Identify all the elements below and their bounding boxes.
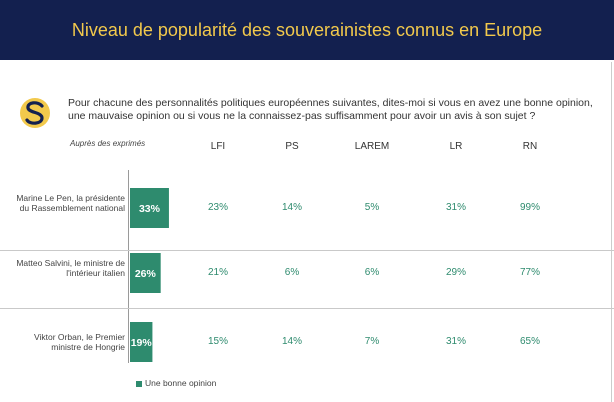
breakdown-value: 77% [519,267,540,278]
bar [130,322,153,362]
bar [130,253,161,293]
breakdown-value: 65% [519,336,540,347]
chart-subtitle: Auprès des exprimés [70,139,146,148]
breakdown-value: 5% [364,202,380,213]
legend: Une bonne opinion [136,378,216,388]
breakdown-value: 14% [281,202,302,213]
column-header: PS [285,141,299,152]
column-header: LR [449,141,463,152]
bar-value-label: 19% [131,337,153,349]
category-label: Matteo Salvini, le ministre de l'intérie… [16,258,125,278]
breakdown-value: 14% [281,336,302,347]
breakdown-value: 7% [364,336,380,347]
bar [130,188,169,228]
breakdown-value: 6% [364,267,380,278]
breakdown-value: 31% [445,202,466,213]
bar-value-label: 33% [139,203,161,215]
breakdown-value: 21% [207,267,228,278]
breakdown-value: 99% [519,202,540,213]
column-header: RN [522,141,538,152]
axis-line [128,170,129,363]
question-text: Pour chacune des personnalités politique… [68,97,593,122]
column-header: LAREM [354,141,390,152]
bar-value-label: 26% [135,268,157,280]
frame-edge [611,62,612,402]
legend-swatch [136,380,142,387]
column-header: LFI [210,141,226,152]
breakdown-value: 15% [207,336,228,347]
category-label: Viktor Orban, le Premier ministre de Hon… [33,332,125,352]
breakdown-value: 6% [284,267,300,278]
row-divider [0,308,614,309]
logo-icon [20,98,50,128]
category-label: Marine Le Pen, la présidente du Rassembl… [16,193,125,213]
row-divider [0,250,614,251]
legend-label: Une bonne opinion [145,378,217,388]
breakdown-value: 23% [207,202,228,213]
breakdown-value: 29% [445,267,466,278]
header-bar [0,0,614,60]
breakdown-value: 31% [445,336,466,347]
page-title: Niveau de popularité des souverainistes … [71,20,543,40]
